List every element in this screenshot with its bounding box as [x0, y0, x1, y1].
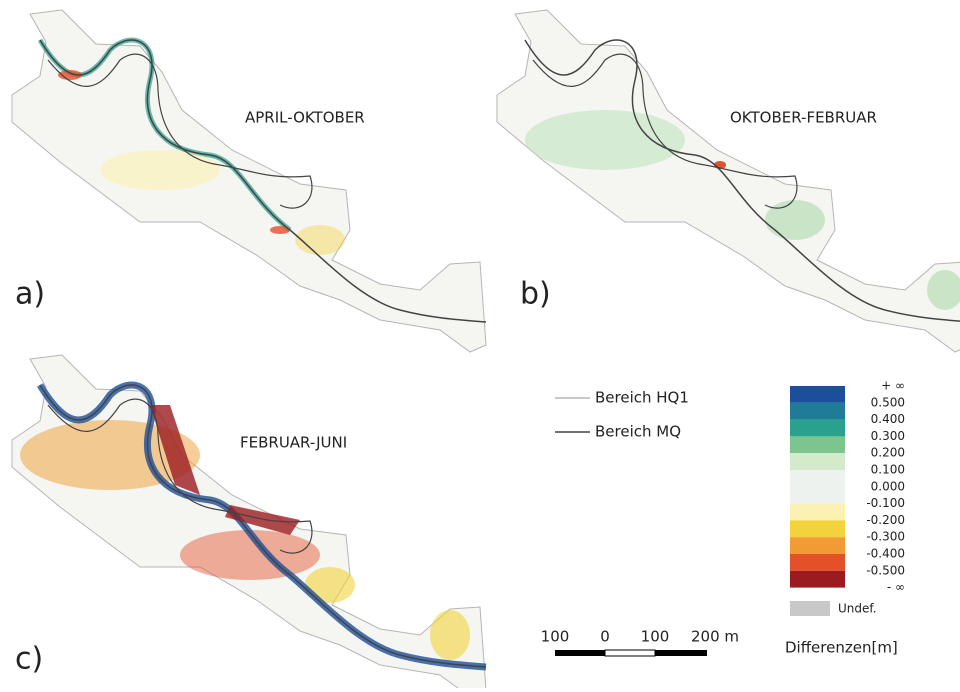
figure: a) APRIL-OKTOBER b) OKTOBER-FEBRUAR c) FEBRUA…	[0, 0, 960, 688]
legend-label: Bereich HQ1	[595, 389, 689, 407]
scale-label: 0.400	[871, 412, 905, 426]
scale-label: -0.300	[866, 530, 905, 544]
undef-box	[790, 601, 830, 616]
color-bin	[790, 571, 845, 588]
scale-label: 0.300	[871, 429, 905, 443]
scale-label: + ∞	[881, 379, 905, 393]
scale-label: -0.500	[866, 563, 905, 577]
panel-label: c)	[15, 642, 43, 677]
color-bin	[790, 520, 845, 537]
scale-label: -0.200	[866, 513, 905, 527]
legend-label: Bereich MQ	[595, 423, 681, 441]
color-bin	[790, 436, 845, 453]
scale-label: -0.100	[866, 496, 905, 510]
map-c	[12, 355, 486, 688]
scale-bar-label: 200 m	[691, 628, 739, 646]
color-bin	[790, 470, 845, 487]
undef-label: Undef.	[838, 602, 877, 616]
panel-label: a)	[15, 277, 45, 312]
map-a	[12, 10, 486, 352]
color-bin	[790, 537, 845, 554]
scale-label: 0.000	[871, 479, 905, 493]
panel-title: APRIL-OKTOBER	[245, 109, 365, 127]
color-bin	[790, 420, 845, 437]
color-bin	[790, 487, 845, 504]
scale-bar-label: 0	[600, 628, 610, 646]
map-b	[497, 10, 960, 352]
color-bin	[790, 386, 845, 403]
scale-bar	[555, 650, 707, 656]
scale-label: -0.400	[866, 547, 905, 561]
color-bin	[790, 504, 845, 521]
panel-title: FEBRUAR-JUNI	[240, 434, 347, 452]
color-bin	[790, 403, 845, 420]
scale-bar-label: 100	[541, 628, 570, 646]
color-bin	[790, 554, 845, 571]
panel-title: OKTOBER-FEBRUAR	[730, 109, 877, 127]
legend-title: Differenzen[m]	[785, 639, 898, 657]
scale-label: - ∞	[887, 580, 905, 594]
scale-label: 0.100	[871, 463, 905, 477]
color-bin	[790, 453, 845, 470]
scale-bar-label: 100	[641, 628, 670, 646]
scale-label: 0.200	[871, 446, 905, 460]
panel-label: b)	[520, 277, 551, 312]
scale-label: 0.500	[871, 395, 905, 409]
